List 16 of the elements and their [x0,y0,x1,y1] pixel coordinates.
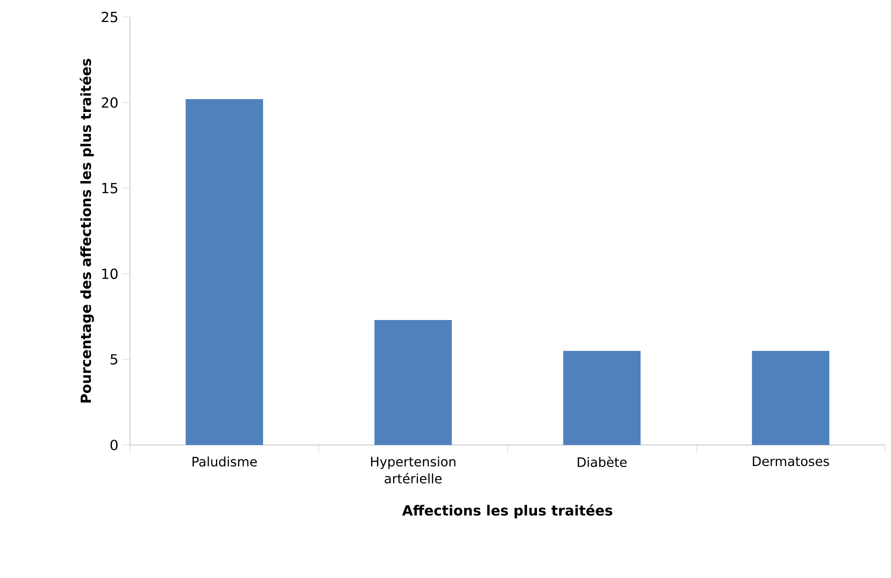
y-tick-label: 10 [102,268,118,280]
bar [563,350,641,445]
bar [752,350,830,445]
x-tick-label: Paludisme [192,456,257,467]
x-tick-label: Dermatoses [752,456,830,466]
bar [186,99,264,445]
y-tick-label: 5 [110,354,118,365]
bar [374,320,452,445]
y-tick-label: 15 [102,183,118,194]
y-tick-label: 0 [110,440,118,450]
y-tick-label: 20 [102,97,118,108]
y-tick-label: 25 [102,12,118,22]
y-axis-title: Pourcentage des affections les plus traitées [80,58,94,403]
x-tick-label: Diabète [578,456,627,468]
x-tick-label: Hypertension artérielle [371,456,456,484]
x-axis-title: Affections les plus traitées [402,504,612,518]
